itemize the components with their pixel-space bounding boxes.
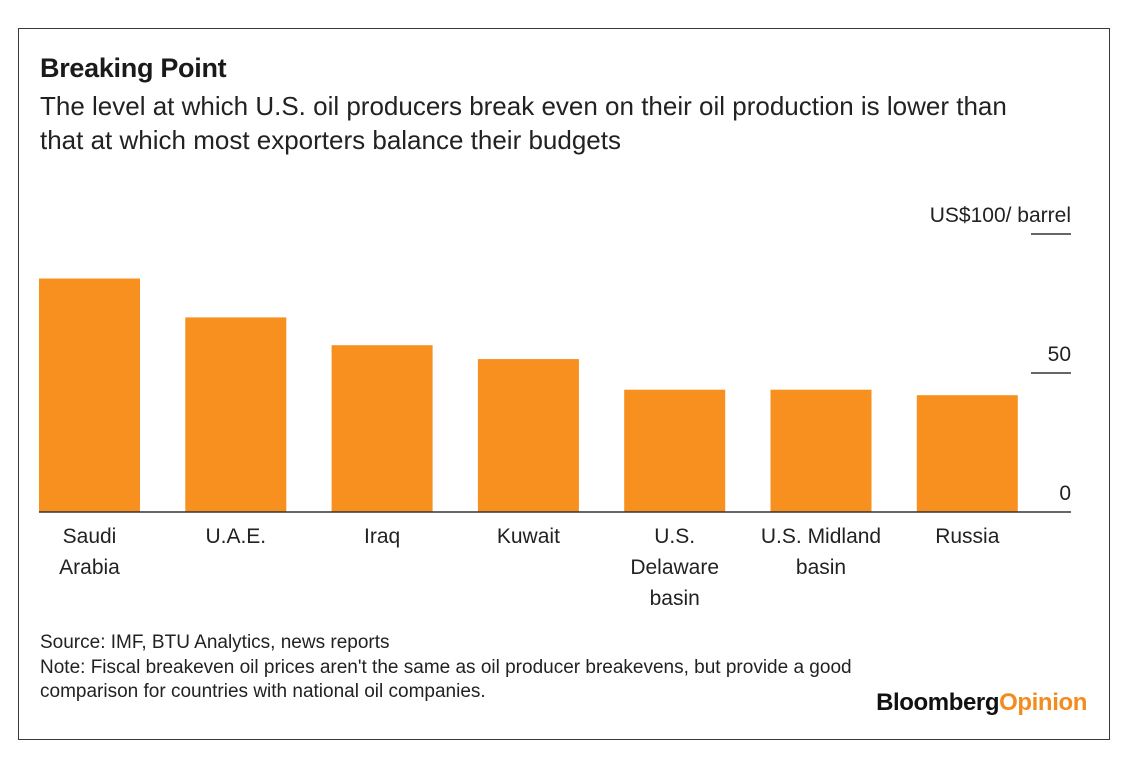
category-label-line: Iraq: [364, 525, 400, 548]
y-tick-label-1: 50: [1048, 343, 1071, 366]
ticks-layer: US$100/ barrel 50 0: [39, 204, 1071, 513]
chart-frame: Breaking Point The level at which U.S. o…: [18, 28, 1110, 740]
category-label-line: basin: [796, 556, 846, 579]
bar-2: [331, 345, 433, 512]
chart-title: Breaking Point: [40, 53, 227, 83]
brand-bloomberg: Bloomberg: [876, 689, 1000, 716]
brand-opinion: Opinion: [999, 689, 1087, 716]
category-label-line: Arabia: [59, 556, 120, 579]
bar-1: [185, 317, 287, 512]
y-tick-label-2: 0: [1059, 482, 1071, 505]
category-label-line: Kuwait: [497, 525, 560, 548]
category-label-line: Saudi: [63, 525, 117, 548]
source-note: Source: IMF, BTU Analytics, news reports: [40, 632, 390, 653]
bar-chart: US$100/ barrel 50 0 Saudi Arabia U.A.E. Iraq K…: [39, 204, 1071, 610]
y-tick-label-0: US$100/ barrel: [930, 204, 1071, 227]
category-label-line: basin: [650, 587, 700, 610]
category-label-line: Delaware: [630, 556, 719, 579]
bar-3: [477, 359, 579, 512]
category-label-line: U.S. Midland: [761, 525, 881, 548]
bar-4: [624, 389, 726, 512]
category-label-0: Saudi Arabia: [59, 525, 120, 579]
chart-subtitle: The level at which U.S. oil producers br…: [40, 91, 1007, 155]
bloomberg-opinion-logo: BloombergOpinion: [876, 689, 1087, 717]
bar-6: [916, 395, 1018, 512]
category-label-2: Iraq: [364, 525, 400, 548]
category-label-3: Kuwait: [497, 525, 560, 548]
category-label-5: U.S. Midland basin: [761, 525, 881, 579]
footnote: Note: Fiscal breakeven oil prices aren't…: [40, 657, 852, 702]
category-label-4: U.S. Delaware basin: [630, 525, 719, 610]
category-label-6: Russia: [935, 525, 1000, 548]
bars-layer: [39, 278, 1018, 512]
category-label-1: U.A.E.: [205, 525, 266, 548]
bar-5: [770, 389, 872, 512]
category-label-line: U.A.E.: [205, 525, 266, 548]
category-label-line: Russia: [935, 525, 1000, 548]
category-labels-layer: Saudi Arabia U.A.E. Iraq Kuwait U.S. Delaware b…: [59, 525, 1000, 610]
category-label-line: U.S.: [654, 525, 695, 548]
bar-0: [39, 278, 140, 512]
